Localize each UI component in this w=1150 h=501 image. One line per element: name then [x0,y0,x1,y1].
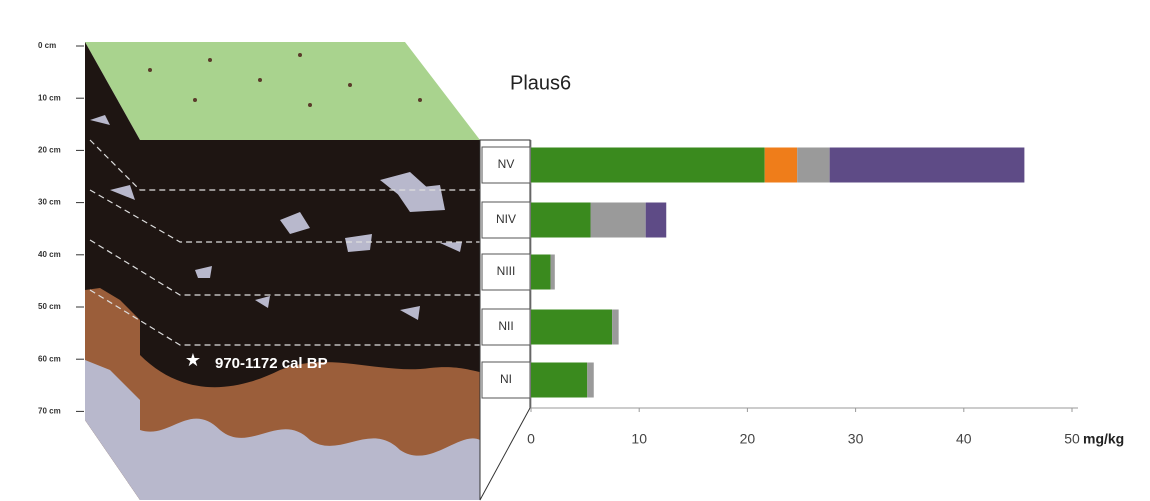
bar-segment [531,362,588,398]
x-tick-label: 30 [848,431,864,447]
category-box [481,308,531,346]
y-tick-label: NI [500,372,512,386]
svg-text:★: ★ [185,350,201,370]
x-tick-label: 20 [740,431,756,447]
x-axis-unit: mg/kg [1083,431,1124,447]
bar-segment [531,309,613,345]
soil-illustration: ★ 970-1172 cal BP [85,42,531,501]
depth-label: 70 cm [38,407,61,416]
category-box [481,146,531,184]
bar-segment [797,147,830,183]
chart-title: Plaus6 [510,72,571,94]
category-box [481,361,531,399]
depth-label: 10 cm [38,93,61,102]
bar-segment [550,254,555,290]
bar-segment [590,202,646,238]
x-tick-label: 50 [1064,431,1080,447]
depth-label: 30 cm [38,198,61,207]
x-tick-label: 10 [631,431,647,447]
depth-label: 0 cm [38,41,56,50]
x-tick-label: 0 [527,431,535,447]
depth-label: 40 cm [38,250,61,259]
date-annotation: 970-1172 cal BP [215,355,328,372]
bar-segment [829,147,1025,183]
y-tick-label: NIV [496,212,516,226]
bar-segment [531,147,765,183]
bar-segment [531,202,591,238]
bar-segment [531,254,551,290]
x-tick-label: 40 [956,431,972,447]
bar-segment [587,362,594,398]
depth-label: 60 cm [38,354,61,363]
bar-segment [612,309,619,345]
y-tick-label: NV [498,157,515,171]
depth-label: 20 cm [38,146,61,155]
category-box [481,201,531,239]
bar-segment [645,202,667,238]
y-tick-label: NIII [497,264,516,278]
y-tick-label: NII [498,319,513,333]
depth-label: 50 cm [38,302,61,311]
bar-segment [764,147,798,183]
category-box [481,253,531,291]
